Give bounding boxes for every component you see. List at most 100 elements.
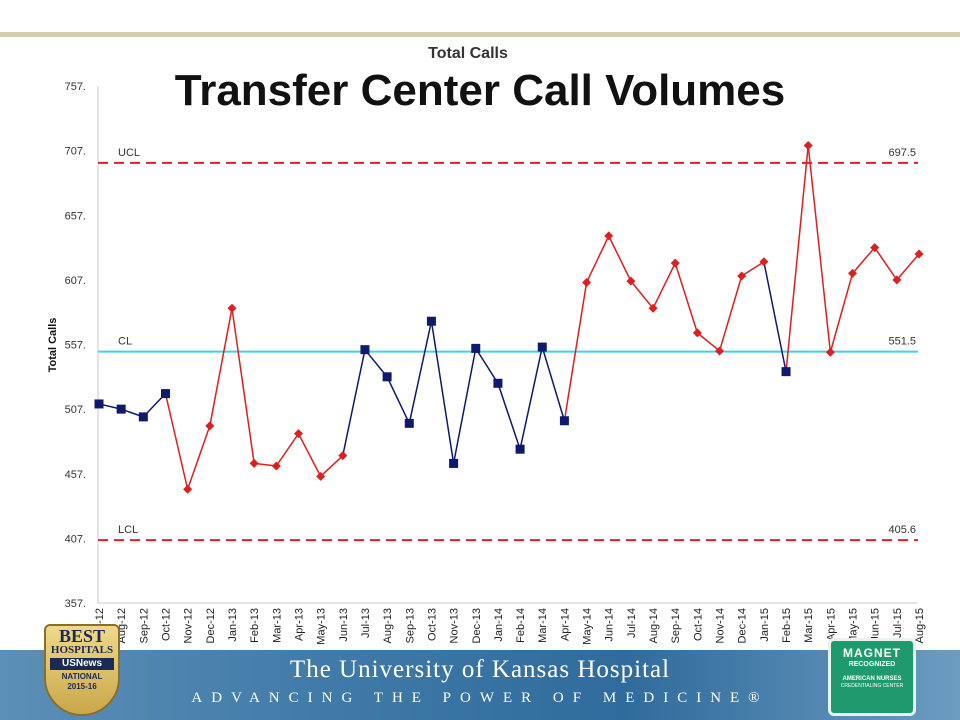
data-point-diamond [692,328,702,338]
control-line-value-cl: 551.5 [888,336,916,348]
x-tick-label: Nov-14 [715,608,727,643]
data-point-diamond [338,451,348,461]
series-segment [829,273,854,353]
series-segment [186,425,211,490]
data-point-diamond [914,249,924,259]
data-point-diamond [670,258,680,268]
series-segment [519,346,543,450]
x-tick-label: Feb-14 [515,608,527,643]
series-segment [585,235,610,283]
control-line-name-ucl: UCL [118,147,140,159]
control-line-name-cl: CL [118,336,132,348]
y-axis-label: Total Calls [47,318,59,373]
series-segment [674,262,699,334]
x-tick-label: Aug-15 [914,608,926,643]
magnet-recognized-badge: MAGNET RECOGNIZED AMERICAN NURSES CREDEN… [828,638,916,716]
y-tick-label: 707. [65,146,86,158]
series-segment [807,145,832,353]
x-tick-label: Feb-15 [781,608,793,643]
control-line-name-lcl: LCL [118,524,138,536]
series-segment [630,280,654,309]
data-point-square [537,342,547,352]
series-segment [608,235,632,282]
data-point-square [471,343,481,353]
x-tick-label: Jan-13 [227,608,239,642]
series-segment [297,433,322,477]
y-tick-label: 407. [65,533,86,545]
series-segment [475,347,499,384]
series-segment [696,332,721,352]
data-point-diamond [205,421,215,431]
control-line-value-lcl: 405.6 [888,524,916,536]
series-segment [164,393,189,490]
x-tick-label: Apr-13 [293,608,305,641]
series-segment [652,262,676,309]
x-tick-label: Mar-14 [537,608,549,643]
x-tick-label: Sep-13 [404,608,416,643]
y-tick-label: 757. [65,81,86,93]
control-chart: Total Calls 357. 407. 457. 507. 557. 607. 657. 7… [47,45,926,645]
data-point-diamond [249,458,259,468]
series-segment [275,433,300,467]
x-tick-label: Jul-14 [626,608,638,638]
x-tick-label: Oct-14 [692,608,704,641]
slide-title: Transfer Center Call Volumes [174,66,786,115]
series-segment [896,253,920,281]
x-tick-label: Jun-13 [338,608,350,642]
top-accent-rule [0,32,960,37]
data-point-diamond [737,271,747,281]
best-badge-line5: 2015-16 [67,682,97,691]
series-segment [386,376,410,424]
y-tick-label: 357. [65,598,86,610]
series-segment [541,346,566,421]
x-tick-label: Feb-13 [249,608,261,643]
series-segment [718,275,743,352]
series-segment [452,348,477,464]
x-tick-label: May-15 [848,608,860,645]
y-tick-label: 657. [65,210,86,222]
x-tick-label: Aug-13 [382,608,394,643]
x-tick-label: Mar-13 [271,608,283,643]
x-tick-label: Jun-15 [870,608,882,642]
data-point-diamond [803,140,813,150]
footer-banner [0,650,960,720]
chart-title: Total Calls [428,45,508,62]
series-segment [563,282,588,421]
data-point-square [160,389,170,399]
data-point-square [515,444,525,454]
data-point-diamond [316,471,326,481]
x-tick-label: Oct-13 [426,608,438,641]
series-segment [364,349,388,378]
data-point-diamond [626,276,636,286]
best-hospitals-badge: BEST HOSPITALS USNews NATIONAL 2015-16 [44,624,120,716]
hospital-tagline: ADVANCING THE POWER OF MEDICINE® [191,690,769,706]
data-point-square [138,412,148,422]
data-point-diamond [892,275,902,285]
y-tick-label: 557. [65,340,86,352]
data-point-square [360,345,370,355]
hospital-name: The University of Kansas Hospital [289,656,671,683]
data-point-square [426,316,436,326]
data-point-square [559,416,569,426]
x-tick-label: Sep-14 [670,608,682,643]
data-point-diamond [825,347,835,357]
data-point-diamond [582,277,592,287]
x-tick-label: Nov-13 [449,608,461,643]
control-line-value-ucl: 697.5 [888,147,916,159]
best-badge-line1: BEST [58,626,106,646]
y-tick-label: 607. [65,275,86,287]
magnet-badge-line2: RECOGNIZED [848,661,896,668]
x-tick-label: Jan-14 [493,608,505,642]
data-point-diamond [293,429,303,439]
series-segment [497,383,521,450]
x-tick-label: Jul-13 [360,608,372,638]
x-tick-label: Jun-14 [604,608,616,642]
data-point-square [781,367,791,377]
best-badge-line4: NATIONAL [61,672,103,681]
y-tick-label: 507. [65,404,86,416]
x-tick-label: Dec-13 [471,608,483,643]
data-point-diamond [715,346,725,356]
data-point-diamond [648,303,658,313]
series-segment [342,349,366,456]
series-segment [851,247,876,274]
